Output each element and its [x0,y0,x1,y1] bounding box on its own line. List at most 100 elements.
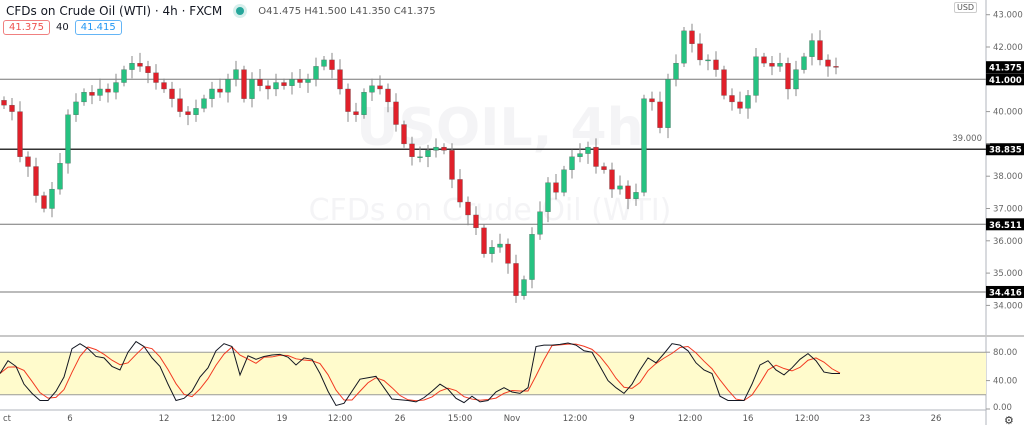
candle-down [553,182,559,193]
chart-legend: CFDs on Crude Oil (WTI) · 4h · FXCM O41.… [6,4,436,18]
candle-down [769,63,775,67]
candle-up [81,92,87,103]
candle-up [249,79,255,99]
candle-down [649,98,655,103]
candle-down [257,79,263,86]
trade-badges: 41.375 40 41.415 [3,20,122,35]
time-tick-label: 12:00 [563,414,588,424]
candle-down [393,101,399,125]
candle-up [753,56,759,96]
settings-gear-icon[interactable]: ⚙ [1004,414,1014,427]
candle-down [137,63,143,67]
time-tick-label: 12:00 [211,414,236,424]
candle-down [161,82,167,90]
candle-down [153,72,159,83]
price-tick-label: 37.000 [993,205,1023,215]
candle-up [673,63,679,80]
candle-down [737,101,743,109]
candle-down [817,40,823,61]
candle-up [433,146,439,151]
time-tick-label: 9 [629,414,634,424]
candle-down [169,88,175,99]
buy-button[interactable]: 41.415 [74,20,122,35]
candle-up [577,153,583,157]
candle-up [793,69,799,90]
candle-up [113,82,119,93]
candle-up [49,188,55,209]
time-tick-label: 19 [277,414,288,424]
candle-down [473,214,479,229]
candle-up [321,59,327,67]
candle-up [569,156,575,170]
candle-up [617,185,623,190]
candle-down [401,124,407,145]
candle-up [129,63,135,70]
time-tick-label: Nov [504,414,521,424]
candle-up [201,98,207,109]
candle-up [681,30,687,64]
candle-down [609,169,615,190]
candle-down [761,56,767,64]
stoch-tick-label: 40.00 [993,377,1017,387]
candle-up [225,79,231,93]
last-price-tag [986,61,1024,74]
stoch-d-line [0,343,841,402]
candle-down [449,150,455,180]
candle-down [505,243,511,264]
candle-down [657,101,663,128]
candle-up [777,63,783,67]
currency-label[interactable]: USD [954,2,978,13]
candle-down [41,195,47,209]
candle-up [537,211,543,235]
stoch-band [0,352,986,395]
candle-up [369,85,375,93]
candle-down [297,79,303,83]
sell-button[interactable]: 41.375 [3,20,50,35]
time-tick-label: 12:00 [328,414,353,424]
time-tick-label: 12:00 [795,414,820,424]
level-price-label: 38.835 [989,146,1022,156]
candle-down [513,263,519,296]
candle-up [121,69,127,83]
candle-down [89,92,95,96]
candle-up [561,169,567,193]
level-price-label: 41.000 [989,76,1022,86]
candle-down [345,88,351,112]
level-price-tag [986,73,1024,86]
price-tick-label: 34.000 [993,301,1023,311]
level-price-label: 34.416 [989,288,1022,298]
price-tick-label: 43.000 [993,11,1023,21]
candle-down [185,111,191,115]
market-open-icon [236,7,245,15]
candle-up [73,101,79,115]
price-tick-label: 35.000 [993,269,1023,279]
candle-down [329,59,335,70]
level-price-tag [986,143,1024,156]
candle-down [441,146,447,151]
last-price-label: 41.375 [989,64,1022,74]
time-tick-label: 6 [67,414,72,424]
candle-down [337,69,343,90]
candle-up [705,59,711,62]
candle-down [409,143,415,157]
candle-up [801,56,807,70]
candle-down [241,69,247,99]
symbol-title[interactable]: CFDs on Crude Oil (WTI) · 4h · FXCM [6,4,223,18]
stoch-tick-label: 80.00 [993,348,1017,358]
candle-down [785,63,791,90]
candle-up [641,98,647,193]
candle-down [9,104,15,112]
candle-down [601,166,607,170]
time-tick-label: 23 [860,414,871,424]
candle-down [177,98,183,112]
candle-down [385,88,391,103]
stoch-tick-label: 0.00 [993,403,1012,413]
spread-value: 40 [56,22,69,33]
level-price-label: 36.511 [989,221,1022,231]
time-tick-label: 12:00 [678,414,703,424]
price-tick-label: 38.000 [993,172,1023,182]
level-price-tag [986,218,1024,231]
candle-up [809,40,815,57]
price-tick-label: 40.000 [993,108,1023,118]
